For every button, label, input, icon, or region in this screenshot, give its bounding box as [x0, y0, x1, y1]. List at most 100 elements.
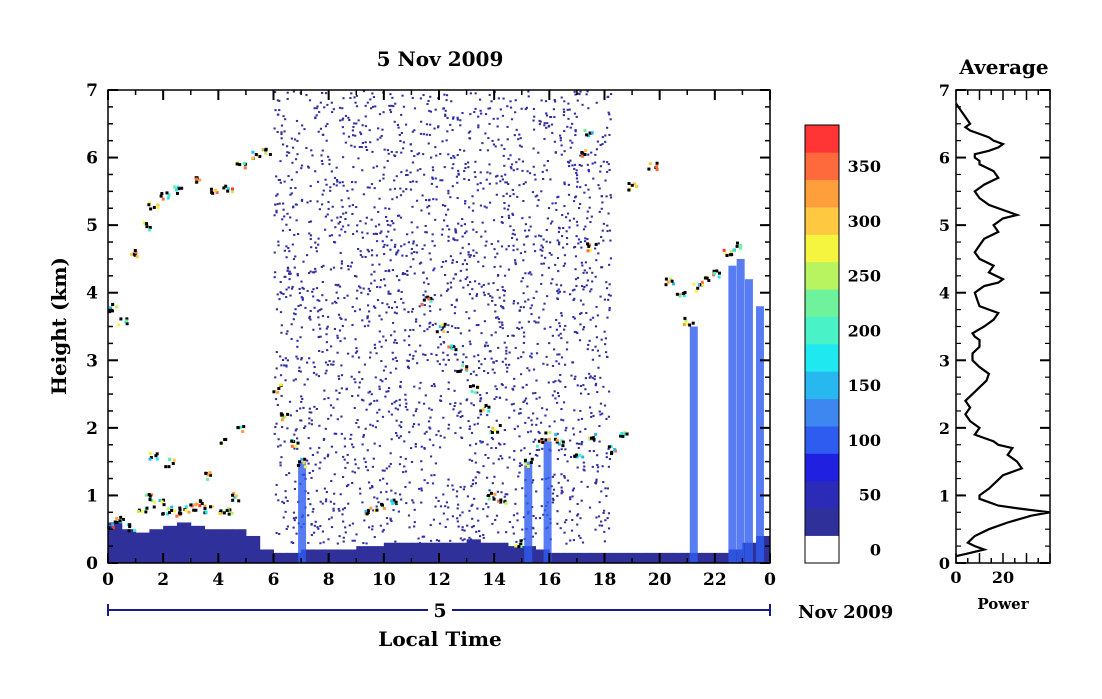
cloud-echo [623, 432, 627, 436]
clutter-pixel [590, 288, 593, 291]
clutter-pixel [367, 391, 370, 394]
clutter-pixel [359, 492, 362, 495]
clutter-pixel [465, 356, 468, 359]
clutter-pixel [557, 195, 560, 198]
cloud-echo [725, 254, 729, 258]
clutter-pixel [478, 98, 482, 101]
clutter-pixel [366, 232, 369, 235]
clutter-pixel [501, 221, 504, 224]
clutter-pixel [346, 453, 349, 456]
clutter-pixel [594, 528, 597, 531]
clutter-pixel [575, 235, 578, 238]
clutter-pixel [444, 115, 447, 118]
clutter-pixel [394, 431, 398, 434]
clutter-pixel [306, 165, 310, 168]
clutter-pixel [547, 125, 550, 128]
cloud-echo [664, 283, 668, 287]
clutter-pixel [363, 363, 367, 366]
clutter-pixel [298, 287, 301, 290]
clutter-pixel [309, 447, 312, 450]
clutter-pixel [498, 296, 501, 299]
clutter-pixel [383, 469, 386, 472]
clutter-pixel [461, 539, 464, 542]
clutter-pixel [528, 369, 531, 372]
clutter-pixel [407, 365, 410, 368]
clutter-pixel [463, 178, 466, 181]
clutter-pixel [452, 154, 455, 157]
cloud-echo [219, 441, 223, 445]
clutter-pixel [378, 385, 381, 388]
clutter-pixel [286, 91, 289, 94]
clutter-pixel [606, 517, 609, 520]
clutter-pixel [608, 133, 611, 136]
clutter-pixel [429, 455, 433, 458]
clutter-pixel [447, 208, 450, 211]
clutter-pixel [367, 250, 370, 253]
clutter-pixel [335, 389, 338, 392]
clutter-pixel [275, 351, 278, 354]
clutter-pixel [503, 290, 507, 293]
clutter-pixel [607, 111, 610, 114]
clutter-pixel [609, 257, 613, 260]
clutter-pixel [552, 381, 555, 384]
clutter-pixel [544, 256, 547, 259]
clutter-pixel [429, 524, 432, 527]
clutter-pixel [551, 475, 555, 478]
clutter-pixel [447, 239, 450, 242]
clutter-pixel [391, 269, 394, 272]
clutter-pixel [357, 157, 360, 160]
clutter-pixel [571, 141, 574, 144]
clutter-pixel [390, 220, 393, 223]
clutter-pixel [328, 163, 331, 166]
clutter-pixel [336, 180, 339, 183]
clutter-pixel [470, 431, 474, 434]
clutter-pixel [329, 268, 333, 271]
clutter-pixel [294, 480, 297, 483]
clutter-pixel [344, 230, 347, 233]
clutter-pixel [582, 228, 586, 231]
clutter-pixel [428, 407, 431, 410]
clutter-pixel [500, 144, 503, 147]
clutter-pixel [536, 194, 539, 197]
cloud-echo [300, 457, 304, 461]
clutter-pixel [516, 302, 520, 305]
clutter-pixel [607, 163, 610, 166]
cloud-echo [209, 473, 213, 477]
clutter-pixel [390, 402, 394, 405]
clutter-pixel [395, 399, 398, 402]
clutter-pixel [574, 129, 577, 132]
clutter-pixel [280, 324, 283, 327]
clutter-pixel [422, 271, 425, 274]
clutter-pixel [395, 151, 398, 154]
cloud-echo [215, 191, 219, 195]
clutter-pixel [570, 374, 573, 377]
clutter-pixel [278, 109, 281, 112]
avg-y-tick-label: 2 [939, 419, 950, 438]
clutter-pixel [340, 262, 343, 265]
clutter-pixel [367, 324, 370, 327]
clutter-pixel [531, 412, 535, 415]
clutter-pixel [341, 107, 344, 110]
cloud-echo [635, 185, 639, 189]
clutter-pixel [550, 282, 553, 285]
cloud-echo [159, 194, 163, 198]
clutter-pixel [398, 398, 401, 401]
clutter-pixel [378, 179, 381, 182]
boundary-layer-cell [659, 552, 674, 563]
clutter-pixel [341, 225, 345, 228]
clutter-pixel [307, 498, 310, 501]
clutter-pixel [518, 435, 521, 438]
clutter-pixel [485, 206, 488, 209]
clutter-pixel [326, 325, 329, 328]
clutter-pixel [343, 437, 346, 440]
clutter-pixel [363, 325, 367, 328]
clutter-pixel [429, 539, 433, 542]
clutter-pixel [300, 357, 303, 360]
clutter-pixel [497, 458, 500, 461]
clutter-pixel [285, 365, 288, 368]
clutter-pixel [340, 267, 343, 270]
colorbar-segment [805, 480, 839, 509]
clutter-pixel [312, 361, 315, 364]
avg-y-tick-label: 4 [939, 284, 950, 303]
